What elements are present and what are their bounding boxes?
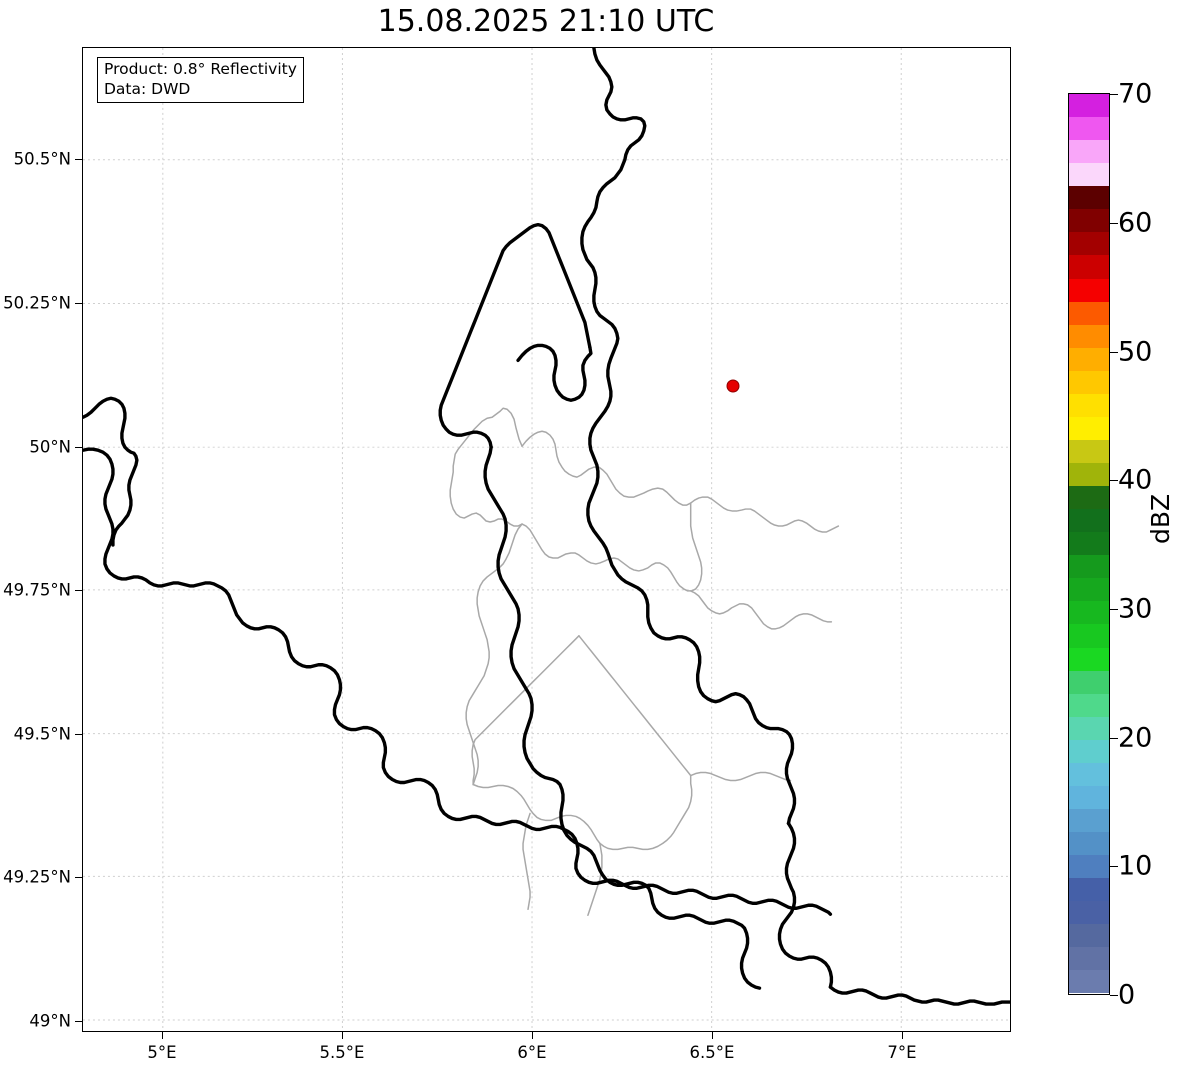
x-tick-label-6-5e: 6.5°E	[689, 1043, 735, 1062]
colorbar-band	[1069, 209, 1109, 233]
colorbar-band	[1069, 439, 1109, 463]
y-tick-label-50-25: 50.25°N	[3, 293, 71, 313]
y-tick-mark	[75, 159, 82, 160]
colorbar-band	[1069, 94, 1109, 118]
colorbar-label-70: 70	[1118, 78, 1153, 110]
colorbar-label-60: 60	[1118, 207, 1153, 239]
colorbar-band	[1069, 532, 1109, 556]
colorbar-label-10: 10	[1118, 850, 1153, 882]
colorbar-band	[1069, 878, 1109, 902]
colorbar-band	[1069, 278, 1109, 302]
colorbar-band	[1069, 970, 1109, 994]
map-canvas	[83, 48, 1010, 1031]
colorbar-tick-mark	[1110, 352, 1118, 353]
y-tick-mark	[75, 734, 82, 735]
y-tick-label-50-5: 50.5°N	[13, 149, 71, 169]
y-tick-label-49-25: 49.25°N	[3, 867, 71, 887]
y-tick-label-49: 49°N	[29, 1011, 71, 1031]
colorbar-tick-mark	[1110, 223, 1118, 224]
colorbar-label-0: 0	[1118, 979, 1136, 1011]
colorbar-band	[1069, 808, 1109, 832]
colorbar-band	[1069, 186, 1109, 210]
page-title: 15.08.2025 21:10 UTC	[377, 4, 715, 39]
colorbar-band	[1069, 393, 1109, 417]
colorbar-band	[1069, 578, 1109, 602]
colorbar-band	[1069, 301, 1109, 325]
colorbar-band	[1069, 693, 1109, 717]
colorbar-band	[1069, 855, 1109, 879]
colorbar-band	[1069, 924, 1109, 948]
y-tick-label-49-5: 49.5°N	[13, 724, 71, 744]
x-tick-label-5e: 5°E	[147, 1043, 177, 1062]
x-tick-label-6e: 6°E	[517, 1043, 547, 1062]
product-info-box: Product: 0.8° Reflectivity Data: DWD	[97, 57, 304, 104]
colorbar-tick-mark	[1110, 480, 1118, 481]
colorbar-tick-mark	[1110, 609, 1118, 610]
colorbar-band	[1069, 463, 1109, 487]
colorbar-band	[1069, 555, 1109, 579]
colorbar-band	[1069, 416, 1109, 440]
national-borders	[83, 48, 1010, 1006]
colorbar-band	[1069, 486, 1109, 510]
colorbar-band	[1069, 140, 1109, 164]
x-tick-mark	[342, 1032, 343, 1039]
colorbar-band	[1069, 947, 1109, 971]
reflectivity-colorbar[interactable]	[1068, 93, 1110, 995]
radar-map-plot[interactable]: Product: 0.8° Reflectivity Data: DWD	[82, 47, 1011, 1032]
x-tick-mark	[712, 1032, 713, 1039]
colorbar-band	[1069, 647, 1109, 671]
colorbar-band	[1069, 117, 1109, 141]
colorbar-tick-mark	[1110, 94, 1118, 95]
colorbar-band	[1069, 716, 1109, 740]
colorbar-band	[1069, 601, 1109, 625]
gridlines	[83, 48, 1010, 1031]
internal-boundaries	[449, 407, 840, 916]
colorbar-band	[1069, 762, 1109, 786]
radar-site-marker[interactable]	[726, 379, 740, 393]
y-tick-mark	[75, 1021, 82, 1022]
data-source-line: Data: DWD	[104, 79, 191, 98]
colorbar-band	[1069, 739, 1109, 763]
y-tick-mark	[75, 447, 82, 448]
x-tick-mark	[532, 1032, 533, 1039]
colorbar-tick-mark	[1110, 995, 1118, 996]
colorbar-axis-label: dBZ	[1146, 493, 1175, 544]
product-line: Product: 0.8° Reflectivity	[104, 60, 297, 78]
colorbar-band	[1069, 901, 1109, 925]
colorbar-band	[1069, 624, 1109, 648]
x-tick-label-5-5e: 5.5°E	[319, 1043, 365, 1062]
colorbar-label-50: 50	[1118, 336, 1153, 368]
y-tick-mark	[75, 877, 82, 878]
colorbar-band	[1069, 509, 1109, 533]
colorbar-band	[1069, 347, 1109, 371]
y-tick-label-50: 50°N	[29, 437, 71, 457]
colorbar-label-40: 40	[1118, 464, 1153, 496]
x-tick-mark	[902, 1032, 903, 1039]
colorbar-label-20: 20	[1118, 722, 1153, 754]
colorbar-band	[1069, 324, 1109, 348]
y-tick-mark	[75, 303, 82, 304]
colorbar-band	[1069, 163, 1109, 187]
x-tick-mark	[162, 1032, 163, 1039]
colorbar-band	[1069, 370, 1109, 394]
colorbar-tick-mark	[1110, 738, 1118, 739]
x-tick-label-7e: 7°E	[887, 1043, 917, 1062]
colorbar-band	[1069, 255, 1109, 279]
y-tick-mark	[75, 590, 82, 591]
colorbar-band	[1069, 670, 1109, 694]
colorbar-bands	[1069, 94, 1109, 994]
colorbar-band	[1069, 785, 1109, 809]
colorbar-band	[1069, 232, 1109, 256]
colorbar-band	[1069, 832, 1109, 856]
y-tick-label-49-75: 49.75°N	[3, 580, 71, 600]
colorbar-tick-mark	[1110, 866, 1118, 867]
colorbar-label-30: 30	[1118, 593, 1153, 625]
